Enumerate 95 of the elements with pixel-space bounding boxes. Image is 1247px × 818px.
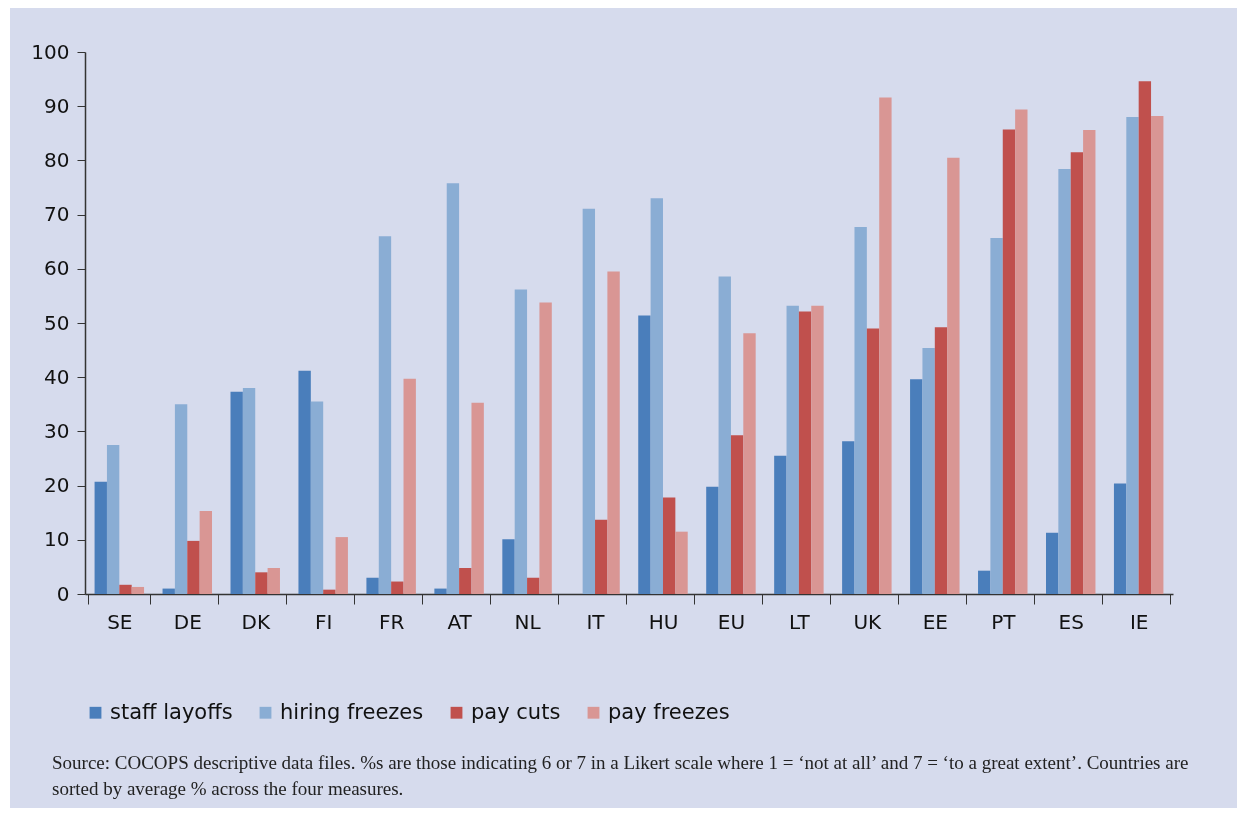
y-tick-label: 20 — [44, 473, 70, 498]
bar — [199, 511, 213, 594]
bar — [131, 586, 145, 594]
bar — [1002, 129, 1016, 594]
bar — [1058, 169, 1071, 594]
bar — [650, 198, 663, 594]
y-tick-label: 10 — [44, 527, 70, 552]
bar — [1151, 115, 1164, 594]
bar — [403, 378, 416, 594]
x-tick-label: ES — [1058, 609, 1084, 634]
legend-label: staff layoffs — [110, 699, 233, 724]
bar — [527, 577, 540, 594]
x-tick-label: LT — [789, 609, 811, 634]
y-tick-label: 70 — [44, 202, 70, 227]
bar — [879, 97, 892, 594]
bar — [378, 236, 392, 594]
y-tick-label: 90 — [44, 93, 70, 118]
bar — [638, 315, 651, 594]
bar — [662, 497, 676, 594]
legend-label: pay freezes — [608, 699, 730, 724]
y-tick-label: 60 — [44, 256, 70, 281]
bar — [391, 581, 404, 594]
bar — [94, 481, 107, 594]
bar — [298, 370, 311, 594]
bar — [162, 588, 175, 594]
bar — [978, 570, 991, 594]
y-tick-label: 40 — [44, 364, 70, 389]
bar — [1070, 152, 1084, 594]
bar — [798, 311, 812, 594]
legend-label: pay cuts — [471, 699, 561, 724]
bar — [1083, 130, 1096, 594]
y-tick-label: 0 — [56, 581, 70, 606]
bar — [1126, 117, 1139, 594]
bar — [706, 486, 719, 594]
bar — [502, 539, 515, 594]
bar — [607, 271, 620, 594]
bar — [323, 589, 336, 594]
bar — [446, 183, 460, 594]
x-tick-label: PT — [991, 609, 1017, 634]
x-tick-label: UK — [853, 609, 883, 634]
x-tick-label: FR — [378, 609, 405, 634]
bar — [434, 588, 447, 594]
bar — [514, 289, 528, 594]
bar — [174, 404, 188, 594]
x-tick-label: IE — [1129, 609, 1149, 634]
bar — [106, 444, 120, 594]
bar — [255, 572, 268, 594]
bar — [242, 388, 256, 594]
x-tick-label: FI — [314, 609, 333, 634]
x-tick-label: IT — [586, 609, 606, 634]
bar — [539, 302, 552, 594]
bar — [1113, 483, 1127, 594]
bar — [187, 540, 200, 594]
bar — [990, 237, 1003, 594]
x-tick-label: EE — [922, 609, 948, 634]
y-tick-label: 100 — [31, 39, 70, 64]
x-tick-label: DK — [241, 609, 271, 634]
y-tick-label: 50 — [44, 310, 70, 335]
x-tick-label: NL — [514, 609, 542, 634]
bar — [947, 157, 960, 594]
bar — [786, 305, 799, 594]
bar — [854, 227, 867, 594]
x-tick-label: DE — [173, 609, 202, 634]
y-tick-label: 80 — [44, 147, 70, 172]
bar — [595, 519, 608, 594]
x-tick-label: AT — [447, 609, 473, 634]
x-tick-label: EU — [717, 609, 746, 634]
y-tick-label: 30 — [44, 418, 70, 443]
bar — [811, 305, 824, 594]
bar — [842, 441, 855, 594]
bar — [582, 208, 596, 594]
bar — [866, 328, 880, 594]
source-note: Source: COCOPS descriptive data files. %s are those indicating 6 or 7 in a Likert scale where 1 = ‘not at all’ and 7 = ‘to a great extent’. Countries are sorted by average % across the four measures. — [52, 751, 1190, 801]
bar — [267, 567, 280, 594]
bar — [1045, 532, 1059, 594]
bar — [471, 402, 484, 594]
bar — [310, 401, 324, 594]
bar — [335, 537, 348, 594]
bar — [119, 584, 132, 594]
bar — [774, 455, 787, 594]
bar — [230, 391, 243, 594]
bar — [910, 379, 923, 594]
bar — [922, 347, 935, 594]
bar — [1138, 81, 1152, 594]
bar — [730, 435, 744, 594]
bar — [675, 531, 688, 594]
bar — [934, 327, 948, 594]
x-tick-label: SE — [107, 609, 133, 634]
bar — [459, 567, 472, 594]
bar — [366, 577, 379, 594]
legend-label: hiring freezes — [280, 699, 424, 724]
bar — [718, 276, 731, 594]
x-tick-label: HU — [648, 609, 679, 634]
bar — [743, 333, 756, 594]
bar — [1015, 109, 1028, 594]
